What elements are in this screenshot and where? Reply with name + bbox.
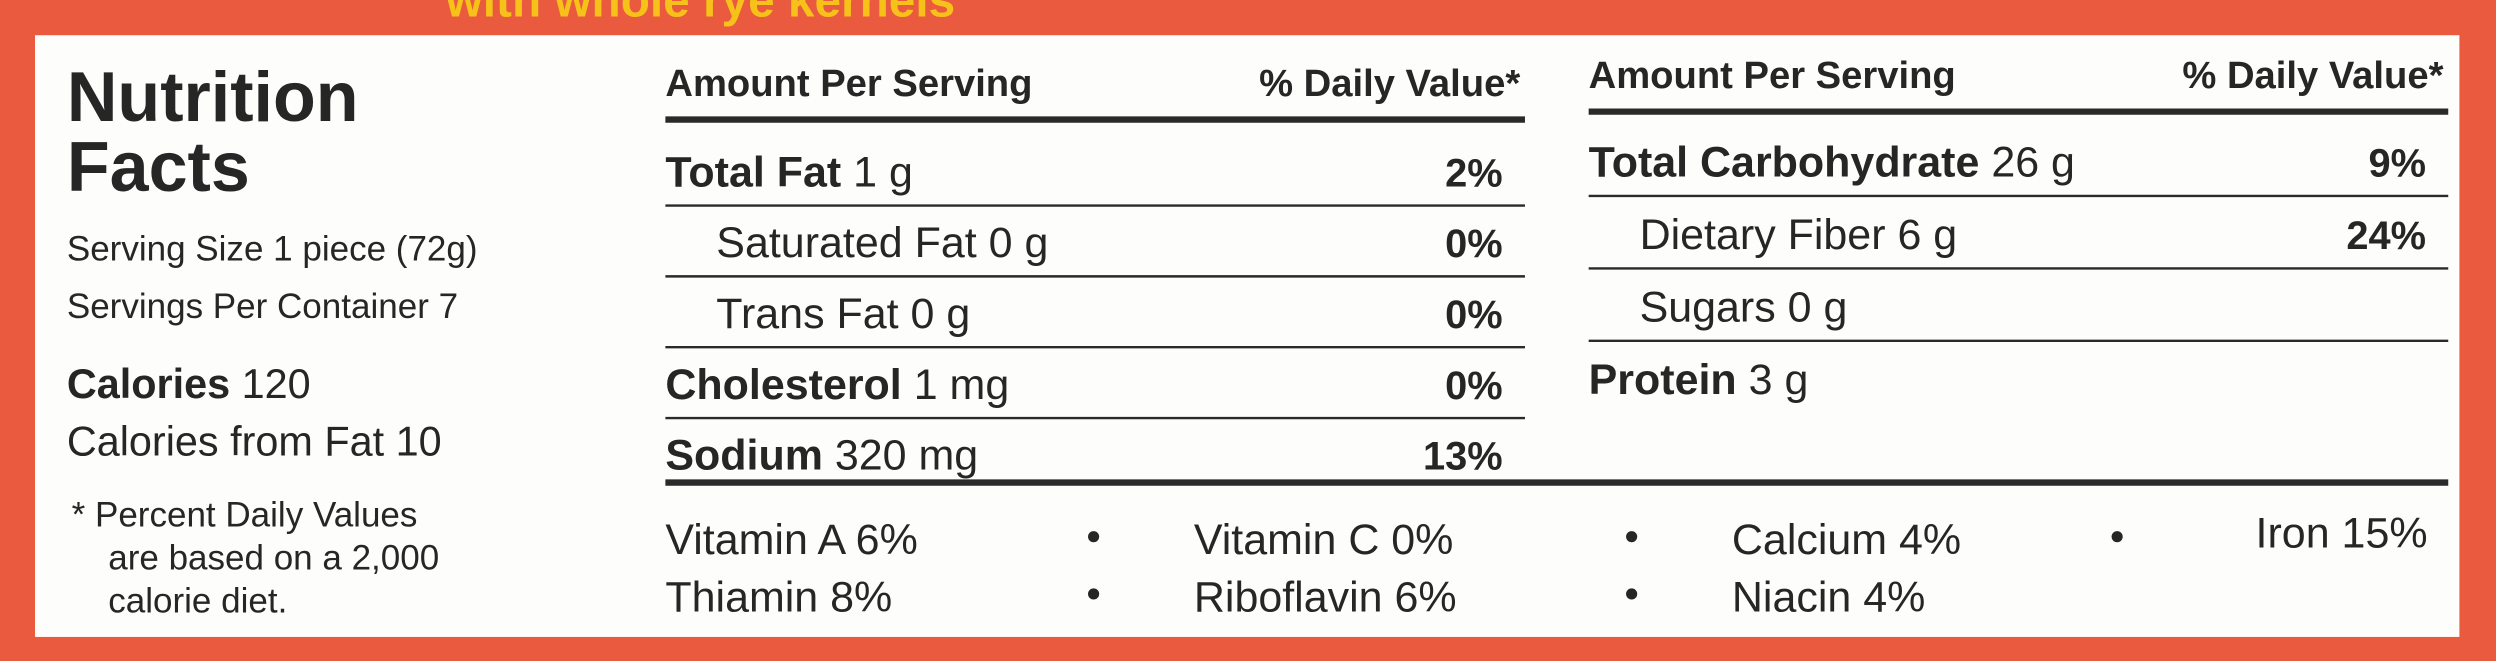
column-header: Amount Per Serving [1589, 54, 1956, 97]
nutrient-name: Cholesterol [665, 361, 901, 409]
nutrient-row: Saturated Fat 0 g [716, 219, 1048, 267]
calories-label: Calories [67, 361, 230, 407]
footnote: calorie diet. [108, 582, 287, 621]
footnote: calorie diet. [108, 582, 287, 621]
daily-value: 13% [1423, 434, 1503, 478]
servings-per-container: Servings Per Container 7 [67, 287, 458, 326]
vitamin: Iron 15% [2256, 510, 2428, 558]
title: Nutrition [67, 58, 359, 136]
daily-value: 9% [2368, 141, 2426, 185]
daily-value: 0% [1445, 363, 1503, 407]
vitamin: Vitamin A 6% [665, 516, 917, 564]
nutrient-row: Protein 3 g [1589, 356, 1809, 404]
nutrient-amount: 1 g [841, 149, 913, 197]
bullet [1088, 588, 1100, 600]
vitamin: Thiamin 8% [665, 574, 892, 622]
nutrient-name: Total Carbohydrate [1589, 139, 1980, 187]
column-header: % Daily Value* [1259, 62, 1520, 105]
bullet [1626, 588, 1638, 600]
nutrient-row: Total Fat 1 g [665, 149, 913, 197]
daily-value: 24% [2346, 214, 2426, 258]
vitamin: Niacin 4% [1732, 574, 1925, 622]
nutrient-name: Trans Fat [716, 290, 898, 338]
vitamin: Calcium 4% [1732, 516, 1961, 564]
daily-value: 0% [1445, 292, 1503, 336]
nutrient-name: Sugars [1640, 284, 1776, 332]
title: Facts [67, 128, 250, 206]
footnote: * Percent Daily Values [72, 496, 418, 535]
vitamin: Niacin 4% [1732, 574, 1925, 622]
footnote: * Percent Daily Values [72, 496, 418, 535]
nutrient-row: Cholesterol 1 mg [665, 361, 1009, 409]
nutrient-amount: 320 mg [823, 432, 978, 480]
nutrient-amount: 0 g [1776, 284, 1848, 332]
vitamin: Vitamin C 0% [1194, 516, 1454, 564]
tagline: with whole rye kernels [445, 0, 956, 27]
daily-value: 0% [1445, 222, 1503, 266]
column-header: Amount Per Serving [1589, 54, 1956, 97]
daily-value: 13% [1423, 434, 1503, 478]
title: Facts [67, 128, 250, 206]
nutrient-row: Dietary Fiber 6 g [1640, 212, 1958, 260]
column-header: Amount Per Serving [665, 62, 1032, 105]
label-panel [35, 35, 2460, 637]
title: Nutrition [67, 58, 359, 136]
bullet [1626, 531, 1638, 543]
nutrient-row: Sugars 0 g [1640, 284, 1848, 332]
servings-per-container: Servings Per Container 7 [67, 287, 458, 326]
calories-from-fat: Calories from Fat 10 [67, 418, 442, 464]
calories-amount: 120 [230, 361, 311, 407]
nutrient-amount: 0 g [977, 219, 1049, 267]
column-header: Amount Per Serving [665, 62, 1032, 105]
nutrient-row: Sodium 320 mg [665, 432, 978, 480]
footnote: are based on a 2,000 [108, 539, 439, 578]
daily-value: 0% [1445, 292, 1503, 336]
nutrient-name: Saturated Fat [716, 219, 976, 267]
column-header: % Daily Value* [2182, 54, 2443, 97]
vitamin: Vitamin A 6% [665, 516, 917, 564]
nutrient-amount: 26 g [1979, 139, 2075, 187]
vitamin: Thiamin 8% [665, 574, 892, 622]
daily-value: 0% [1445, 222, 1503, 266]
nutrient-amount: 3 g [1737, 356, 1809, 404]
bullet [1088, 531, 1100, 543]
nutrient-amount: 1 mg [902, 361, 1009, 409]
vitamin: Iron 15% [2256, 510, 2428, 558]
daily-value: 2% [1445, 151, 1503, 195]
daily-value: 2% [1445, 151, 1503, 195]
nutrient-row: Trans Fat 0 g [716, 290, 970, 338]
serving-size: Serving Size 1 piece (72g) [67, 230, 478, 269]
vitamin: Calcium 4% [1732, 516, 1961, 564]
nutrient-name: Sodium [665, 432, 823, 480]
vitamin: Vitamin C 0% [1194, 516, 1454, 564]
bullet [2111, 531, 2123, 543]
daily-value: 24% [2346, 214, 2426, 258]
column-header: % Daily Value* [2182, 54, 2443, 97]
vitamin: Riboflavin 6% [1194, 574, 1457, 622]
calories: Calories 120 [67, 361, 311, 407]
vitamin: Riboflavin 6% [1194, 574, 1457, 622]
nutrient-amount: 0 g [899, 290, 971, 338]
nutrient-row: Total Carbohydrate 26 g [1589, 139, 2075, 187]
daily-value: 0% [1445, 363, 1503, 407]
serving-size: Serving Size 1 piece (72g) [67, 230, 478, 269]
column-header: % Daily Value* [1259, 62, 1520, 105]
daily-value: 9% [2368, 141, 2426, 185]
tagline: with whole rye kernels [445, 0, 956, 27]
nutrient-name: Total Fat [665, 149, 841, 197]
nutrient-name: Protein [1589, 356, 1737, 404]
nutrient-name: Dietary Fiber [1640, 212, 1886, 260]
calories-from-fat: Calories from Fat 10 [67, 418, 442, 464]
footnote: are based on a 2,000 [108, 539, 439, 578]
nutrient-amount: 6 g [1886, 212, 1958, 260]
